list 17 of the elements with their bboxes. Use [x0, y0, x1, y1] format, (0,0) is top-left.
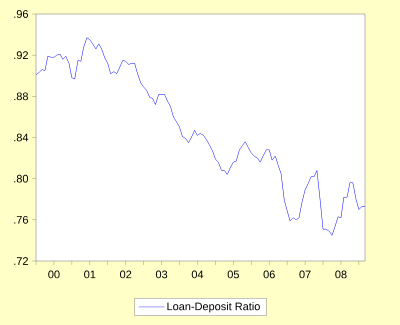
x-tick-label: 00	[48, 270, 60, 278]
legend-label: Loan-Deposit Ratio	[167, 302, 260, 312]
x-tick-label: 01	[84, 270, 96, 278]
x-tick-label: 08	[335, 270, 347, 278]
x-tick-label: 04	[192, 270, 204, 278]
x-tick-label: 02	[120, 270, 132, 278]
y-tick-label: .72	[14, 257, 28, 265]
y-tick-label: .80	[14, 174, 28, 183]
x-tick-label: 05	[228, 270, 239, 278]
y-tick-label: .96	[14, 10, 28, 18]
y-tick-label: .84	[14, 134, 28, 142]
y-tick-label: .88	[14, 92, 28, 100]
y-tick-label: .92	[14, 51, 28, 60]
x-tick-label: 07	[299, 270, 311, 278]
y-tick-label: .76	[14, 216, 28, 224]
x-tick-label: 03	[156, 270, 168, 278]
x-tick-label: 06	[264, 270, 275, 278]
